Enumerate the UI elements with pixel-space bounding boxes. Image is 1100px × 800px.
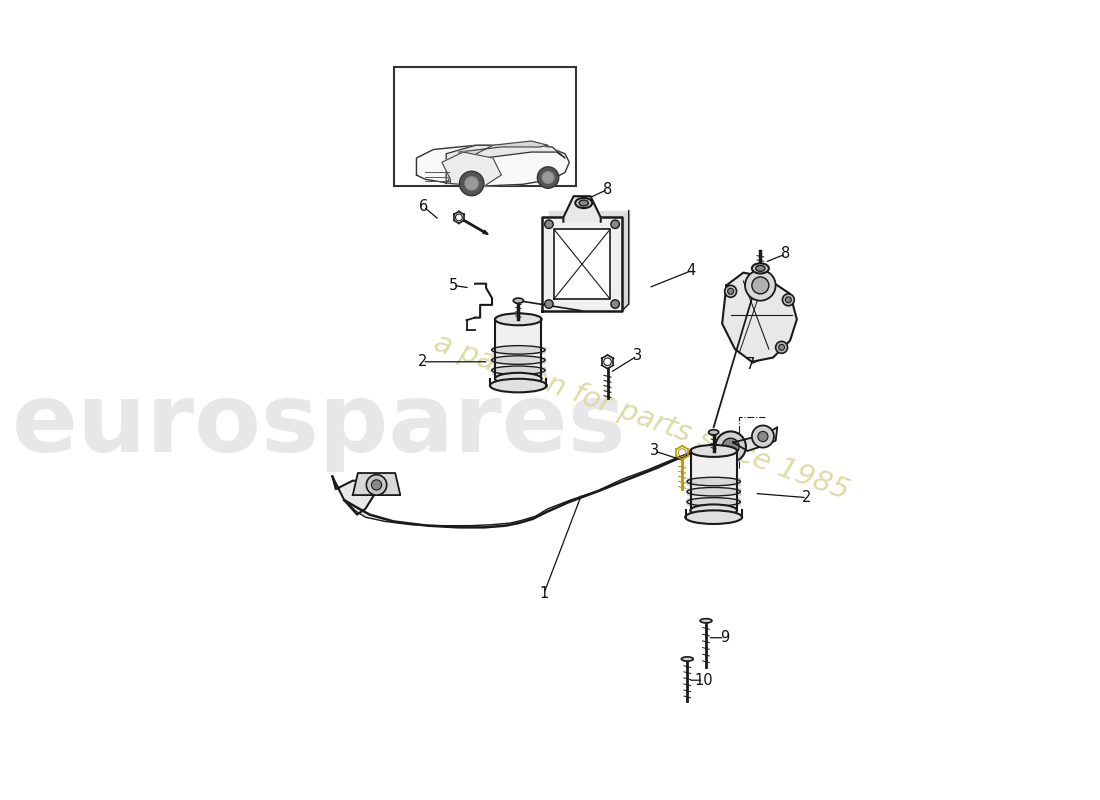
Bar: [394, 67, 576, 186]
Circle shape: [542, 171, 554, 183]
Ellipse shape: [691, 505, 737, 516]
Ellipse shape: [691, 445, 737, 457]
Text: 5: 5: [449, 278, 458, 293]
Circle shape: [544, 300, 553, 308]
Circle shape: [610, 220, 619, 229]
Text: 7: 7: [746, 357, 755, 372]
Circle shape: [610, 300, 619, 308]
Circle shape: [728, 288, 734, 294]
Text: 8: 8: [781, 246, 791, 262]
Ellipse shape: [495, 373, 541, 385]
Polygon shape: [688, 488, 740, 495]
Text: 3: 3: [650, 443, 659, 458]
Polygon shape: [492, 357, 544, 363]
Text: 6: 6: [419, 199, 428, 214]
Polygon shape: [734, 427, 778, 451]
Circle shape: [776, 342, 788, 354]
Text: 1: 1: [539, 586, 549, 601]
Polygon shape: [542, 218, 621, 311]
Text: 3: 3: [632, 348, 641, 363]
Polygon shape: [688, 498, 740, 506]
Circle shape: [758, 431, 768, 442]
Polygon shape: [621, 210, 629, 311]
Text: 4: 4: [686, 263, 695, 278]
Polygon shape: [332, 477, 374, 514]
Polygon shape: [554, 230, 610, 299]
Polygon shape: [492, 346, 544, 354]
Circle shape: [544, 220, 553, 229]
Text: 2: 2: [418, 354, 427, 370]
Ellipse shape: [708, 430, 718, 435]
Polygon shape: [459, 141, 548, 170]
Text: eurospares: eurospares: [11, 379, 626, 472]
Ellipse shape: [685, 510, 742, 524]
Text: a passion for parts since 1985: a passion for parts since 1985: [430, 329, 852, 506]
Ellipse shape: [490, 378, 547, 392]
Polygon shape: [549, 210, 629, 304]
Polygon shape: [353, 473, 400, 495]
Ellipse shape: [514, 298, 524, 303]
Circle shape: [366, 474, 387, 495]
Polygon shape: [722, 273, 796, 362]
Circle shape: [782, 294, 794, 306]
Polygon shape: [688, 478, 740, 485]
Ellipse shape: [575, 198, 592, 208]
Polygon shape: [691, 451, 737, 510]
Polygon shape: [344, 442, 746, 527]
Circle shape: [372, 480, 382, 490]
Polygon shape: [495, 319, 541, 378]
Ellipse shape: [752, 263, 769, 274]
Polygon shape: [563, 196, 601, 222]
Circle shape: [752, 277, 769, 294]
Polygon shape: [417, 146, 570, 186]
Circle shape: [460, 171, 484, 196]
Ellipse shape: [495, 314, 541, 326]
Ellipse shape: [756, 266, 764, 271]
Circle shape: [785, 297, 791, 302]
Polygon shape: [447, 146, 565, 183]
Text: 8: 8: [603, 182, 612, 197]
Ellipse shape: [681, 657, 693, 661]
Circle shape: [779, 344, 784, 350]
Circle shape: [725, 286, 737, 298]
Polygon shape: [442, 152, 502, 186]
Circle shape: [715, 431, 746, 462]
Circle shape: [465, 177, 478, 190]
Text: 2: 2: [802, 490, 812, 505]
Text: 10: 10: [694, 673, 713, 688]
Circle shape: [722, 438, 739, 455]
Text: 9: 9: [720, 630, 729, 646]
Circle shape: [538, 167, 559, 188]
Circle shape: [745, 270, 776, 301]
Polygon shape: [492, 367, 544, 374]
Ellipse shape: [579, 200, 588, 206]
Ellipse shape: [700, 618, 712, 623]
Circle shape: [752, 426, 774, 447]
